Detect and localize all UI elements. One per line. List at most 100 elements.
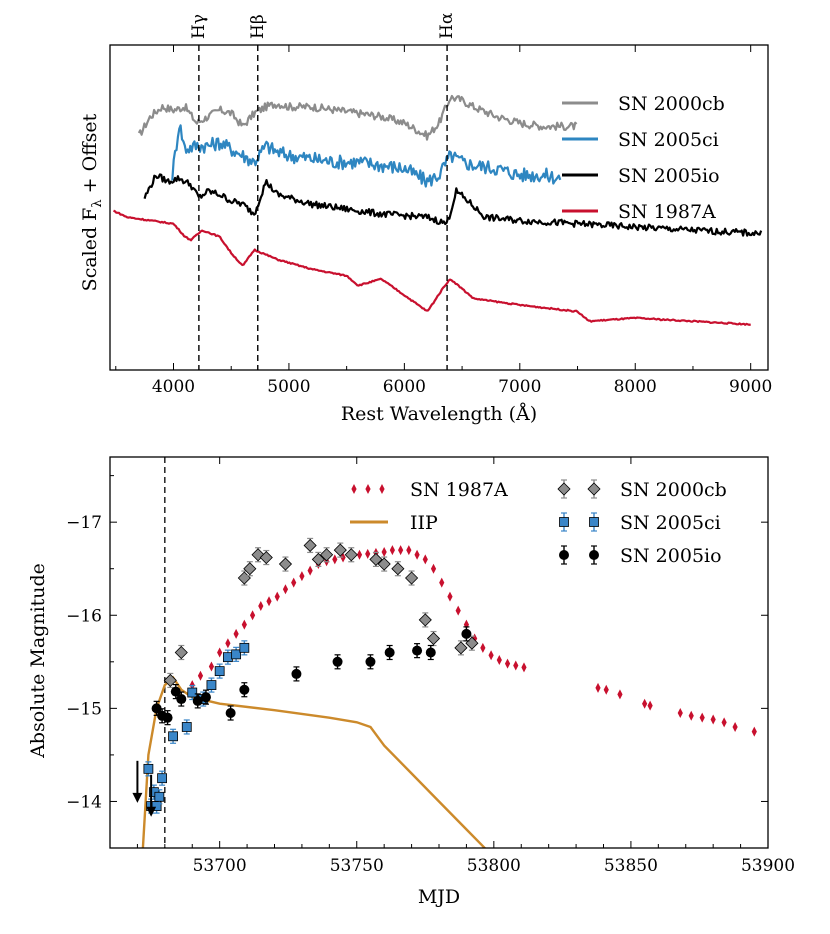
- data-point: [274, 591, 280, 602]
- legend-entry-sn-2000cb: SN 2000cb: [557, 479, 727, 501]
- data-point: [249, 610, 256, 621]
- series-sn-2005io: [151, 626, 472, 726]
- y-tick-label: −15: [66, 699, 102, 719]
- legend-label: SN 2005io: [620, 545, 722, 567]
- data-point: [299, 571, 305, 582]
- data-point: [365, 656, 376, 667]
- spectrum-sn-2005ci: [171, 124, 562, 188]
- data-point: [239, 684, 250, 695]
- data-point: [426, 631, 441, 646]
- data-point: [677, 708, 683, 719]
- legend-swatch-marker: [351, 484, 357, 494]
- x-tick-label: 6000: [383, 377, 426, 397]
- series-iip: [141, 675, 487, 848]
- data-point: [430, 563, 437, 574]
- data-point: [291, 577, 297, 588]
- x-tick-label: 7000: [498, 377, 541, 397]
- data-point: [439, 577, 445, 588]
- data-point: [389, 545, 395, 556]
- data-point: [320, 548, 334, 562]
- data-point: [151, 703, 162, 714]
- x-tick-label: 4000: [152, 377, 195, 397]
- data-point: [231, 649, 242, 660]
- data-point: [282, 584, 289, 595]
- legend-label-sn-2005io: SN 2005io: [618, 165, 720, 187]
- data-point: [163, 673, 177, 687]
- spectra-panel: Hγ Hβ Hα 4000 5000 6000 7000 8000 9000 Rest Wav…: [79, 12, 772, 425]
- data-point: [732, 721, 738, 732]
- spectrum-sn-2000cb: [137, 94, 578, 141]
- legend-label-sn-1987a: SN 1987A: [618, 201, 716, 223]
- legend-swatch-marker: [365, 484, 371, 494]
- series-sn-2000cb: [163, 537, 479, 689]
- data-point: [425, 647, 436, 658]
- data-point: [521, 662, 527, 673]
- legend-swatch-marker: [589, 517, 599, 527]
- legend-swatch-marker: [589, 550, 599, 560]
- data-point: [197, 670, 204, 681]
- data-point: [174, 645, 188, 660]
- data-point: [513, 660, 519, 671]
- legend-entry-iip: IIP: [350, 512, 438, 534]
- data-point: [381, 546, 387, 557]
- data-point: [187, 687, 198, 698]
- data-point: [647, 700, 653, 711]
- legend-entry-sn-2005ci: SN 2005ci: [559, 512, 721, 534]
- x-tick-label: 8000: [614, 377, 657, 397]
- data-point: [461, 628, 472, 639]
- data-point: [307, 565, 313, 576]
- data-point: [243, 562, 257, 576]
- lightcurve-legend: SN 1987A IIP SN 2000cb SN 2005ci SN 2005io: [350, 479, 727, 567]
- legend-label-sn-2005ci: SN 2005ci: [618, 129, 719, 151]
- data-point: [225, 708, 236, 719]
- legend-swatch-marker: [559, 517, 569, 527]
- spectrum-sn-1987a: [113, 209, 752, 326]
- upper-limit-arrowhead: [132, 792, 143, 803]
- data-point: [241, 619, 247, 630]
- data-point: [488, 650, 494, 661]
- data-point: [603, 684, 609, 695]
- data-point: [233, 628, 239, 639]
- data-point: [688, 710, 694, 721]
- data-point: [504, 658, 511, 669]
- data-point: [751, 726, 757, 737]
- lightcurve-x-axis-label: MJD: [418, 886, 460, 908]
- data-point: [344, 548, 358, 562]
- data-point: [239, 642, 250, 653]
- x-tick-label: 53850: [604, 856, 658, 876]
- spectra-legend: SN 2000cb SN 2005ci SN 2005io SN 1987A: [562, 93, 725, 223]
- legend-swatch-marker: [379, 484, 385, 494]
- legend-swatch-marker: [587, 482, 601, 496]
- data-point: [222, 652, 233, 663]
- data-point: [206, 680, 217, 690]
- data-point: [157, 773, 167, 784]
- data-point: [176, 694, 187, 705]
- data-point: [162, 712, 173, 723]
- legend-label: SN 2005ci: [620, 512, 721, 534]
- legend-label: SN 1987A: [410, 479, 508, 501]
- data-point: [259, 550, 273, 565]
- y-tick-label: −14: [66, 792, 102, 812]
- data-point: [143, 763, 154, 774]
- data-point: [617, 689, 623, 700]
- data-point: [192, 695, 203, 706]
- x-tick-label: 53750: [330, 856, 384, 876]
- data-point: [170, 686, 181, 697]
- data-point: [406, 545, 412, 556]
- spectra-x-axis-label: Rest Wavelength (Å): [341, 403, 537, 425]
- data-point: [721, 717, 727, 728]
- data-point: [168, 731, 178, 742]
- spectra-series-group: [113, 94, 763, 326]
- series-sn-2005ci: [143, 640, 250, 814]
- legend-label: SN 2000cb: [620, 479, 727, 501]
- legend-swatch-marker: [557, 482, 571, 496]
- data-point: [356, 549, 363, 560]
- data-point: [455, 605, 461, 616]
- data-point: [200, 692, 211, 703]
- spectra-x-ticks: 4000 5000 6000 7000 8000 9000: [115, 45, 772, 397]
- data-point: [333, 543, 347, 557]
- spectra-y-axis-label: Scaled Fλ + Offset: [79, 113, 105, 291]
- data-point: [414, 549, 420, 560]
- hydrogen-line-markers: Hγ Hβ Hα: [189, 12, 457, 370]
